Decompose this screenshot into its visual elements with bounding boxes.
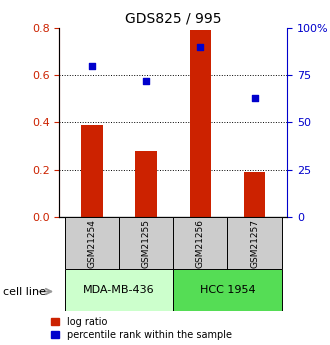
Bar — [135, 151, 157, 217]
Point — [144, 78, 149, 83]
Bar — [65, 269, 173, 310]
Bar — [119, 217, 173, 269]
Text: GSM21254: GSM21254 — [87, 219, 96, 268]
Bar — [173, 217, 227, 269]
Bar — [173, 269, 282, 310]
Bar — [227, 217, 282, 269]
Text: cell line: cell line — [3, 287, 46, 296]
Text: MDA-MB-436: MDA-MB-436 — [83, 285, 155, 295]
Bar — [189, 30, 211, 217]
Bar — [244, 172, 265, 217]
Text: GSM21256: GSM21256 — [196, 219, 205, 268]
Title: GDS825 / 995: GDS825 / 995 — [125, 11, 221, 25]
Text: HCC 1954: HCC 1954 — [200, 285, 255, 295]
Point — [252, 95, 257, 101]
Legend: log ratio, percentile rank within the sample: log ratio, percentile rank within the sa… — [51, 317, 232, 340]
Bar — [65, 217, 119, 269]
Point — [198, 44, 203, 49]
Text: GSM21255: GSM21255 — [142, 219, 150, 268]
Text: GSM21257: GSM21257 — [250, 219, 259, 268]
Point — [89, 63, 95, 68]
Bar — [81, 125, 103, 217]
